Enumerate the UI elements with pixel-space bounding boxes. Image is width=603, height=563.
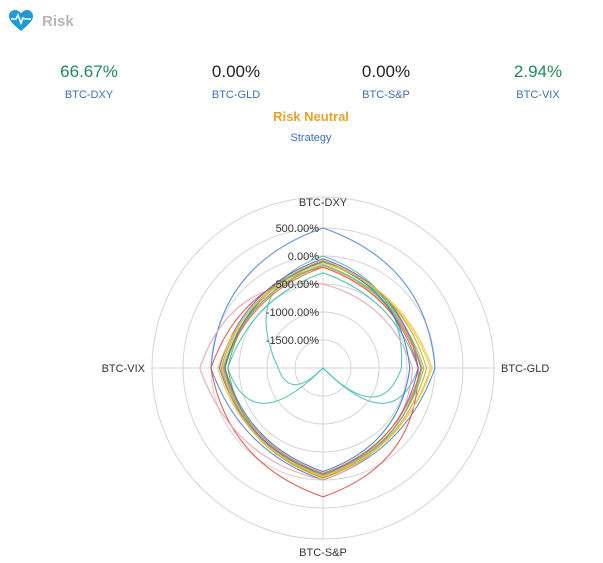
tick-label: 500.00% [276,223,320,235]
axis-label: BTC-GLD [501,363,549,375]
heart-pulse-icon [9,10,33,31]
series-line [218,258,419,475]
axis-label: BTC-S&P [299,547,347,559]
metric-btc-gld: 0.00% BTC-GLD [176,62,296,101]
metric-btc-vix: 2.94% BTC-VIX [478,62,598,101]
tick-label: -500.00% [272,279,319,291]
series-line [210,266,419,498]
tick-label: -1500.00% [266,335,319,347]
risk-header: Risk [8,6,74,36]
metric-btc-sp: 0.00% BTC-S&P [326,62,446,101]
metric-label: BTC-S&P [362,89,410,101]
metric-value: 0.00% [361,62,411,81]
metric-label: BTC-VIX [516,89,560,101]
series-line [221,262,432,479]
series-line [217,262,433,478]
series-line [224,261,411,473]
metric-value: 0.00% [211,62,261,81]
strategy-label: Strategy [290,132,332,144]
series-line [227,272,419,404]
strategy-block: Risk Neutral Strategy [0,109,603,144]
metric-label: BTC-DXY [64,89,114,101]
axis-label: BTC-VIX [102,363,146,375]
tick-label: 0.00% [288,251,319,263]
strategy-name: Risk Neutral [273,109,349,124]
series-line [223,266,422,474]
metric-label: BTC-GLD [211,89,261,101]
metric-value: 66.67% [60,62,118,81]
axis-label: BTC-DXY [299,197,348,209]
metric-value: 2.94% [513,62,563,81]
series-line [199,282,414,481]
section-title: Risk [42,12,74,30]
metric-btc-dxy: 66.67% BTC-DXY [29,62,149,101]
tick-label: -1000.00% [266,307,319,319]
